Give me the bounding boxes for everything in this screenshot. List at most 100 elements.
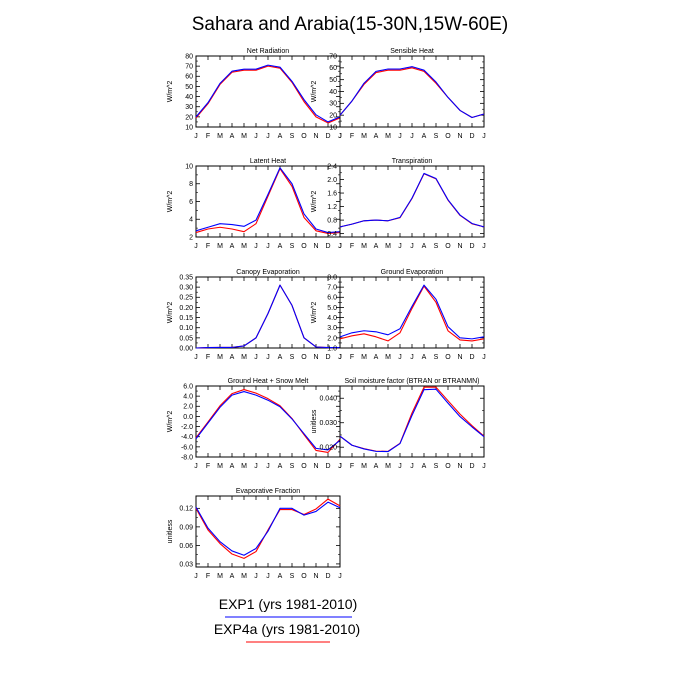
plot-frame	[339, 165, 485, 238]
x-tick-label: N	[457, 463, 462, 470]
legend-label-exp4a: EXP4a (yrs 1981-2010)	[214, 621, 360, 637]
panel-6: Ground Evaporation W/m^2 1.0 2.0 3.0 4.0 5.0 6.…	[311, 269, 486, 361]
x-tick-label: D	[325, 354, 330, 361]
x-tick-label: F	[350, 354, 354, 361]
y-tick-label: 2.0	[327, 335, 337, 342]
x-tick-label: S	[434, 463, 439, 470]
x-tick-label: S	[434, 243, 439, 250]
legend-label-exp1: EXP1 (yrs 1981-2010)	[219, 596, 358, 612]
y-tick-label: 20	[329, 113, 337, 120]
y-axis-label: W/m^2	[167, 411, 174, 433]
x-tick-label: A	[422, 354, 427, 361]
y-tick-label: 80	[185, 53, 193, 60]
x-tick-label: J	[254, 354, 258, 361]
x-tick-label: J	[338, 354, 342, 361]
x-tick-label: M	[385, 243, 391, 250]
x-tick-label: A	[278, 573, 283, 580]
x-tick-label: M	[361, 463, 367, 470]
x-tick-label: A	[230, 463, 235, 470]
x-tick-label: A	[422, 133, 427, 140]
y-tick-label: 6.0	[183, 383, 193, 390]
x-tick-label: A	[374, 354, 379, 361]
panel-title: Ground Evaporation	[381, 269, 444, 276]
x-tick-label: A	[230, 133, 235, 140]
x-tick-label: O	[301, 463, 307, 470]
y-tick-label: 2.4	[327, 163, 337, 170]
x-tick-label: F	[350, 463, 354, 470]
x-tick-label: J	[266, 463, 270, 470]
y-tick-label: 50	[329, 77, 337, 84]
y-tick-label: 8	[189, 181, 193, 188]
y-tick-label: 0.30	[179, 285, 193, 292]
y-tick-label: 10	[185, 124, 193, 131]
x-tick-label: A	[374, 243, 379, 250]
x-tick-label: M	[241, 243, 247, 250]
y-tick-label: 40	[185, 94, 193, 101]
series-line-exp4a	[339, 285, 485, 342]
x-tick-label: F	[206, 463, 210, 470]
x-tick-label: M	[217, 133, 223, 140]
x-tick-label: D	[469, 133, 474, 140]
panel-title: Ground Heat + Snow Melt	[228, 378, 309, 385]
x-tick-label: S	[290, 133, 295, 140]
x-tick-label: A	[230, 573, 235, 580]
y-tick-label: 30	[185, 104, 193, 111]
plot-frame	[339, 276, 485, 349]
x-tick-label: J	[266, 243, 270, 250]
x-tick-label: A	[230, 354, 235, 361]
y-tick-label: 4.0	[327, 315, 337, 322]
x-tick-label: J	[338, 573, 342, 580]
x-tick-label: O	[445, 243, 451, 250]
panel-5: Canopy Evaporation W/m^2 0.00 0.05 0.10 0.15 0…	[167, 269, 342, 361]
x-tick-label: S	[434, 354, 439, 361]
x-tick-label: M	[241, 354, 247, 361]
y-tick-label: 0.06	[179, 543, 193, 550]
y-tick-label: 5.0	[327, 305, 337, 312]
panel-9: Evaporative Fraction unitless 0.03 0.06 0.09…	[167, 488, 342, 580]
x-tick-label: F	[206, 133, 210, 140]
panel-title: Sensible Heat	[390, 48, 434, 55]
x-tick-label: M	[217, 463, 223, 470]
x-tick-label: A	[278, 463, 283, 470]
y-axis-label: W/m^2	[167, 191, 174, 213]
x-tick-label: O	[301, 354, 307, 361]
series-line-exp1	[195, 64, 341, 123]
y-tick-label: 8.0	[327, 274, 337, 281]
x-tick-label: D	[325, 463, 330, 470]
x-tick-label: D	[469, 243, 474, 250]
x-tick-label: A	[422, 243, 427, 250]
y-tick-label: 4	[189, 217, 193, 224]
series-line-exp1	[339, 388, 485, 453]
panel-title: Net Radiation	[247, 48, 290, 55]
x-tick-label: J	[266, 573, 270, 580]
x-tick-label: S	[290, 463, 295, 470]
x-tick-label: J	[410, 243, 414, 250]
x-tick-label: J	[410, 463, 414, 470]
x-tick-label: N	[457, 243, 462, 250]
plot-frame	[339, 385, 485, 458]
y-tick-label: 2.0	[327, 177, 337, 184]
x-tick-label: J	[482, 463, 486, 470]
x-tick-label: J	[338, 243, 342, 250]
x-tick-label: A	[278, 133, 283, 140]
x-tick-label: M	[385, 463, 391, 470]
series-line-exp1	[339, 172, 485, 228]
panel-8: Soil moisture factor (BTRAN or BTRANMN) u…	[311, 378, 486, 470]
y-tick-label: 0.12	[179, 506, 193, 513]
y-tick-label: -8.0	[181, 454, 193, 461]
x-tick-label: J	[194, 133, 198, 140]
y-axis-label: W/m^2	[311, 191, 318, 213]
series-line-exp4a	[195, 168, 341, 234]
x-tick-label: F	[206, 354, 210, 361]
series-line-exp1	[195, 167, 341, 234]
x-tick-label: M	[241, 573, 247, 580]
x-tick-label: A	[230, 243, 235, 250]
x-tick-label: F	[350, 133, 354, 140]
y-tick-label: 20	[185, 114, 193, 121]
x-tick-label: J	[482, 354, 486, 361]
x-tick-label: A	[374, 133, 379, 140]
